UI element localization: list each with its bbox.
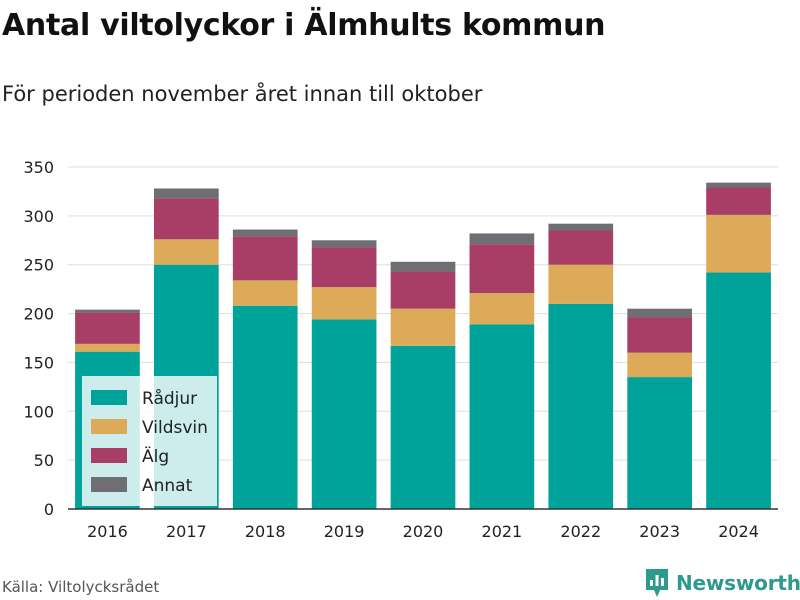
bar-segment <box>311 287 377 320</box>
bar-segment <box>548 264 614 304</box>
brand-logo: Newsworthy <box>644 567 800 599</box>
legend-label: Vildsvin <box>142 418 208 438</box>
bar-segment <box>469 324 535 509</box>
chart-title: Antal viltolyckor i Älmhults kommun <box>2 8 606 43</box>
y-tick-label: 300 <box>23 207 54 226</box>
legend-swatch <box>91 448 127 463</box>
bar-segment <box>706 182 771 188</box>
bar-segment <box>706 214 771 273</box>
brand-name: Newsworthy <box>676 571 800 595</box>
x-tick-label: 2019 <box>324 522 365 541</box>
bar-segment <box>153 198 219 240</box>
bar-segment <box>75 343 140 352</box>
bar-segment <box>390 271 456 309</box>
y-tick-label: 50 <box>34 451 54 470</box>
bar-segment <box>232 280 298 306</box>
bar-segment <box>706 187 771 215</box>
bar-segment <box>627 377 693 509</box>
bar-segment <box>706 272 771 509</box>
bar-segment <box>390 308 456 346</box>
bar-segment <box>232 229 298 237</box>
stacked-bar-chart: 0 50 100 150 200 250 300 350 2016 2017 2018 2019 202… <box>23 158 778 541</box>
y-tick-label: 100 <box>23 402 54 421</box>
x-tick-label: 2016 <box>87 522 128 541</box>
bar-segment <box>469 244 535 294</box>
bar-segment <box>627 317 693 353</box>
legend-label: Rådjur <box>142 388 197 409</box>
bar-segment <box>390 345 456 509</box>
bar-segment <box>311 247 377 288</box>
legend-swatch <box>91 390 127 405</box>
y-tick-label: 150 <box>23 353 54 372</box>
bar-segment <box>627 308 693 318</box>
bar-segment <box>548 223 614 231</box>
x-tick-label: 2017 <box>166 522 207 541</box>
bar-segment <box>469 233 535 245</box>
bar-segment <box>548 230 614 265</box>
bar-segment <box>390 261 456 272</box>
x-tick-label: 2018 <box>245 522 286 541</box>
bar-segment <box>627 352 693 378</box>
bar-segment <box>232 236 298 281</box>
y-tick-label: 200 <box>23 305 54 324</box>
bar-segment <box>311 240 377 248</box>
bar-segment <box>232 305 298 509</box>
x-tick-label: 2022 <box>560 522 601 541</box>
bar-segment <box>75 309 140 313</box>
x-tick-label: 2021 <box>482 522 523 541</box>
bar-segment <box>548 303 614 509</box>
y-tick-label: 350 <box>23 158 54 177</box>
x-tick-label: 2020 <box>403 522 444 541</box>
bar-segment <box>75 312 140 344</box>
bar-segment <box>153 188 219 199</box>
legend-swatch <box>91 477 127 492</box>
legend-swatch <box>91 419 127 434</box>
source-note: Källa: Viltolycksrådet <box>2 578 160 596</box>
chart-subtitle: För perioden november året innan till ok… <box>2 82 483 106</box>
y-tick-label: 0 <box>44 500 54 519</box>
newsworthy-logo-icon <box>646 569 668 597</box>
legend-label: Älg <box>142 446 169 467</box>
legend: Rådjur Vildsvin Älg Annat <box>82 376 217 506</box>
bar-segment <box>153 239 219 265</box>
axes: 0 50 100 150 200 250 300 350 2016 2017 2018 2019 202… <box>23 158 778 541</box>
x-tick-label: 2023 <box>639 522 680 541</box>
legend-label: Annat <box>142 476 193 496</box>
bar-segment <box>469 293 535 325</box>
bar-segment <box>311 319 377 509</box>
y-tick-label: 250 <box>23 256 54 275</box>
x-tick-label: 2024 <box>718 522 759 541</box>
